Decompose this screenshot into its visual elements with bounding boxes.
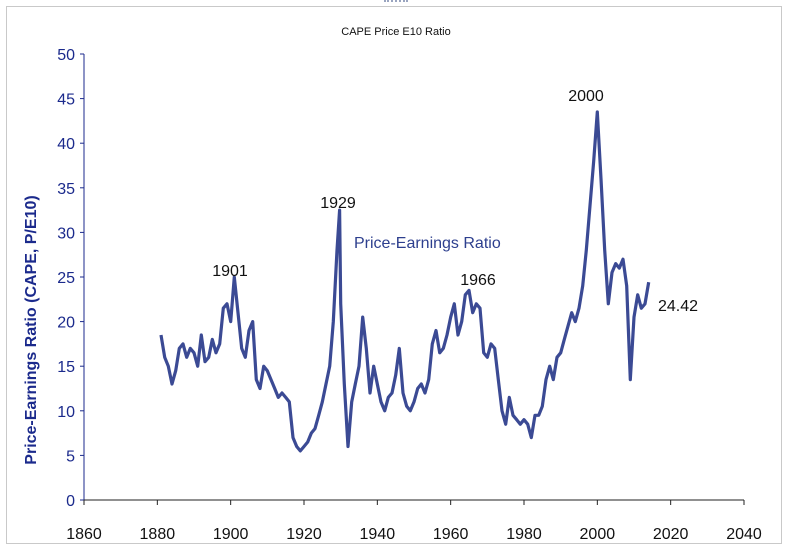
- x-tick-label: 1880: [140, 526, 176, 543]
- annotation-1929: 1929: [320, 195, 356, 212]
- x-tick-label: 1980: [506, 526, 542, 543]
- x-axis: 1860 1880 1900 1920 1940 1960 1980 2000 2020 2040: [66, 499, 762, 543]
- cape-series-line: [159, 110, 651, 453]
- x-tick-label: 2000: [580, 526, 616, 543]
- y-tick-label: 50: [57, 47, 75, 64]
- y-tick-label: 45: [57, 92, 75, 109]
- x-tick-label: 2040: [726, 526, 762, 543]
- y-tick-label: 35: [57, 181, 75, 198]
- resize-handle[interactable]: [384, 0, 408, 5]
- annotation-1966: 1966: [460, 272, 496, 289]
- y-tick-label: 20: [57, 315, 75, 332]
- x-tick-label: 2020: [653, 526, 689, 543]
- annotation-1901: 1901: [212, 263, 248, 280]
- chart-frame: [6, 6, 782, 544]
- x-tick-label: 1860: [66, 526, 102, 543]
- y-tick-label: 10: [57, 404, 75, 421]
- x-tick-label: 1900: [213, 526, 249, 543]
- annotation-last-value: 24.42: [658, 298, 698, 315]
- x-tick-label: 1960: [433, 526, 469, 543]
- y-tick-label: 5: [66, 448, 75, 465]
- series-label: Price-Earnings Ratio: [354, 235, 501, 252]
- y-tick-label: 40: [57, 136, 75, 153]
- y-tick-label: 30: [57, 225, 75, 242]
- y-tick-label: 0: [66, 493, 75, 510]
- x-tick-label: 1920: [286, 526, 322, 543]
- chart-title: CAPE Price E10 Ratio: [341, 26, 450, 38]
- y-tick-label: 15: [57, 359, 75, 376]
- y-axis-label: Price-Earnings Ratio (CAPE, P/E10): [23, 195, 40, 464]
- annotation-2000: 2000: [568, 88, 604, 105]
- y-tick-label: 25: [57, 270, 75, 287]
- x-tick-label: 1940: [360, 526, 396, 543]
- y-axis: 0 5 10 15 20 25 30 35 40 45 50: [57, 47, 85, 510]
